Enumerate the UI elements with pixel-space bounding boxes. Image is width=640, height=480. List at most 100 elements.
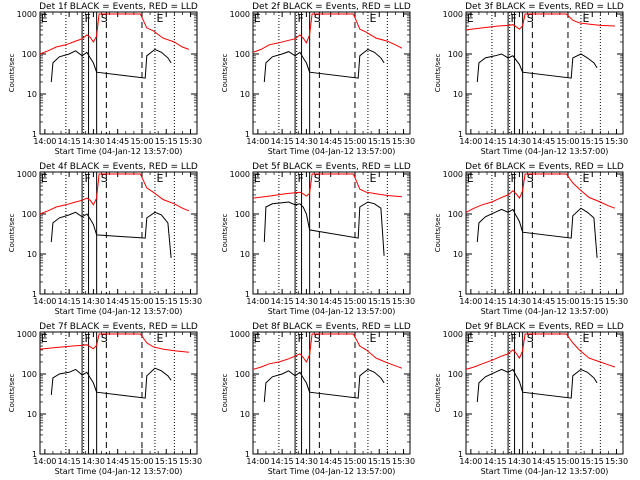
y-tick-label: 10 <box>240 250 250 259</box>
events-series-line <box>50 48 172 83</box>
lld-series-line <box>39 333 189 353</box>
panel-title: Det 2f BLACK = Events, RED = LLD <box>252 2 411 12</box>
marker-letter: F <box>298 332 304 345</box>
x-tick-label: 14:30 <box>295 137 318 146</box>
x-tick-label: 14:00 <box>246 457 269 466</box>
marker-letter: E <box>467 172 474 185</box>
x-tick-label: 15:00 <box>343 297 366 306</box>
x-tick-label: 14:00 <box>246 137 269 146</box>
marker-letter: S <box>527 172 534 185</box>
y-tick-label: 1 <box>458 290 463 299</box>
y-tick-label: 100 <box>235 370 250 379</box>
marker-letter: S <box>101 172 108 185</box>
x-tick-label: 14:15 <box>58 297 81 306</box>
lld-series-line <box>465 173 616 213</box>
x-tick-label: 15:30 <box>605 297 628 306</box>
x-tick-label: 14:15 <box>58 137 81 146</box>
x-tick-label: 14:30 <box>82 137 105 146</box>
marker-letter: E <box>41 332 48 345</box>
detector-panel: Det 7f BLACK = Events, RED = LLD 1 10 100 10… <box>8 322 202 476</box>
marker-letter: S <box>101 12 108 25</box>
x-tick-label: 15:00 <box>556 457 579 466</box>
marker-letter: F <box>511 12 517 25</box>
events-series-line <box>476 53 598 83</box>
x-tick-label: 15:15 <box>368 137 391 146</box>
panel-title: Det 4f BLACK = Events, RED = LLD <box>39 162 198 172</box>
y-axis-label: Counts/sec <box>221 54 229 93</box>
detector-panel: Det 1f BLACK = Events, RED = LLD 1 10 100 10… <box>8 2 202 156</box>
marker-letter: F <box>298 12 304 25</box>
events-series-line <box>476 368 598 403</box>
marker-letter: F <box>85 12 91 25</box>
y-tick-label: 100 <box>448 210 463 219</box>
marker-letter: E <box>254 332 261 345</box>
x-tick-label: 15:00 <box>556 137 579 146</box>
x-axis-label: Start Time (04-Jan-12 13:57:00) <box>268 147 396 156</box>
y-tick-label: 100 <box>448 370 463 379</box>
events-series-line <box>50 367 172 399</box>
x-tick-label: 15:00 <box>130 137 153 146</box>
marker-letter: E <box>157 332 164 345</box>
y-axis-label: Counts/sec <box>221 374 229 413</box>
y-tick-label: 1 <box>32 290 37 299</box>
x-tick-label: 14:30 <box>508 457 531 466</box>
x-tick-label: 15:15 <box>581 137 604 146</box>
x-tick-label: 14:15 <box>271 137 294 146</box>
events-series-line <box>263 201 385 256</box>
x-tick-label: 14:30 <box>82 297 105 306</box>
marker-letter: S <box>527 332 534 345</box>
y-tick-label: 1 <box>245 130 250 139</box>
x-tick-label: 15:15 <box>155 457 178 466</box>
x-tick-label: 15:15 <box>581 297 604 306</box>
x-axis-label: Start Time (04-Jan-12 13:57:00) <box>481 307 609 316</box>
panel-title: Det 7f BLACK = Events, RED = LLD <box>39 322 198 332</box>
y-tick-label: 1 <box>32 130 37 139</box>
lld-series-line <box>465 333 616 370</box>
detector-panel: Det 2f BLACK = Events, RED = LLD 1 10 100 10… <box>221 2 415 156</box>
y-tick-label: 1 <box>245 450 250 459</box>
y-tick-label: 1000 <box>230 10 250 19</box>
x-tick-label: 15:15 <box>581 457 604 466</box>
y-axis-label: Counts/sec <box>434 374 442 413</box>
marker-letter: E <box>583 332 590 345</box>
x-tick-label: 14:00 <box>33 137 56 146</box>
lld-series-line <box>252 13 403 53</box>
marker-letter: E <box>157 12 164 25</box>
y-axis-label: Counts/sec <box>434 54 442 93</box>
marker-letter: E <box>254 12 261 25</box>
x-axis-label: Start Time (04-Jan-12 13:57:00) <box>55 307 183 316</box>
marker-letter: E <box>41 172 48 185</box>
panel-title: Det 3f BLACK = Events, RED = LLD <box>465 2 624 12</box>
x-tick-label: 14:00 <box>33 297 56 306</box>
plot-frame <box>252 171 411 295</box>
x-tick-label: 15:30 <box>392 457 415 466</box>
y-axis-label: Counts/sec <box>434 214 442 253</box>
x-tick-label: 14:15 <box>484 137 507 146</box>
x-tick-label: 15:15 <box>155 297 178 306</box>
y-tick-label: 100 <box>448 50 463 59</box>
y-tick-label: 1000 <box>230 170 250 179</box>
x-tick-label: 15:30 <box>179 137 202 146</box>
events-series-line <box>476 207 598 258</box>
detector-panel: Det 9f BLACK = Events, RED = LLD 1 10 100 10… <box>434 322 628 476</box>
x-tick-label: 14:45 <box>532 297 555 306</box>
plot-frame <box>465 171 624 295</box>
x-tick-label: 15:30 <box>605 457 628 466</box>
x-tick-label: 14:15 <box>484 297 507 306</box>
marker-letter: F <box>85 332 91 345</box>
x-tick-label: 14:15 <box>271 457 294 466</box>
x-tick-label: 14:00 <box>33 457 56 466</box>
x-tick-label: 15:30 <box>179 457 202 466</box>
plot-frame <box>252 11 411 135</box>
y-tick-label: 10 <box>453 410 463 419</box>
marker-letter: E <box>370 172 377 185</box>
x-tick-label: 14:15 <box>484 457 507 466</box>
x-tick-label: 15:00 <box>343 457 366 466</box>
y-tick-label: 100 <box>235 210 250 219</box>
detector-panel: Det 3f BLACK = Events, RED = LLD 1 10 100 10… <box>434 2 628 156</box>
x-tick-label: 15:30 <box>605 137 628 146</box>
y-tick-label: 100 <box>22 210 37 219</box>
x-tick-label: 15:00 <box>556 297 579 306</box>
y-tick-label: 10 <box>240 90 250 99</box>
